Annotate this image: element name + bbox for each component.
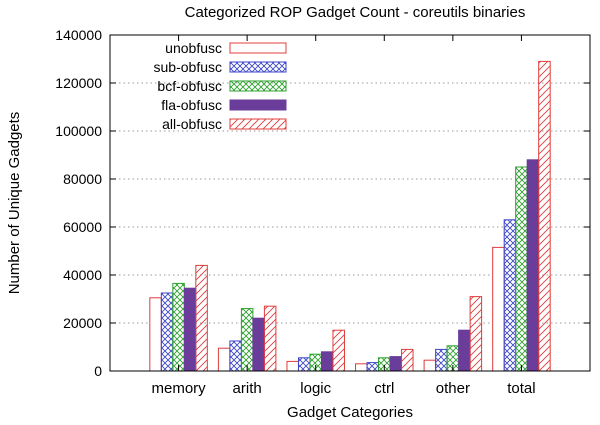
- bar-all-obfusc-arith: [263, 305, 277, 372]
- bar-all-obfusc-total: [538, 60, 551, 372]
- bar-unobfusc-ctrl: [355, 363, 368, 372]
- plot-frame: [109, 34, 591, 372]
- y-tick-label: 140000: [55, 27, 102, 43]
- bar-unobfusc-total: [492, 246, 505, 372]
- bar-unobfusc-logic: [286, 360, 299, 372]
- bar-unobfusc-memory: [149, 297, 162, 372]
- bars: [149, 60, 551, 372]
- bar-bcf-obfusc-memory: [172, 282, 185, 372]
- grid-lines: [110, 82, 590, 324]
- bar-sub-obfusc-total: [503, 219, 517, 372]
- bar-sub-obfusc-other: [435, 348, 448, 372]
- bar-fla-obfusc-memory: [183, 287, 197, 372]
- x-tick-label-memory: memory: [151, 380, 206, 397]
- x-tick-label-total: total: [507, 380, 535, 397]
- y-tick-label: 0: [94, 363, 102, 379]
- legend-label-sub-obfusc: sub-obfusc: [154, 59, 222, 75]
- legend-label-all-obfusc: all-obfusc: [162, 116, 222, 132]
- y-tick-label: 80000: [63, 171, 102, 187]
- bar-fla-obfusc-other: [458, 329, 471, 372]
- bar-all-obfusc-ctrl: [401, 348, 414, 372]
- x-tick-label-other: other: [436, 380, 470, 397]
- y-tick-label: 120000: [55, 75, 102, 91]
- y-tick-label: 20000: [63, 315, 102, 331]
- legend-swatch-all-obfusc: [229, 118, 287, 130]
- y-tick-label: 60000: [63, 219, 102, 235]
- bar-sub-obfusc-logic: [297, 357, 311, 372]
- bar-all-obfusc-logic: [332, 329, 345, 372]
- bar-fla-obfusc-arith: [252, 317, 265, 372]
- bar-fla-obfusc-logic: [320, 351, 334, 372]
- bar-unobfusc-other: [423, 359, 437, 372]
- bar-sub-obfusc-arith: [229, 340, 242, 372]
- x-axis: memory arith logic ctrl other total: [151, 35, 536, 397]
- legend-swatch-fla-obfusc: [229, 99, 287, 111]
- y-tick-label: 40000: [63, 267, 102, 283]
- x-axis-label: Gadget Categories: [287, 404, 413, 421]
- y-axis-label: Number of Unique Gadgets: [6, 112, 23, 295]
- y-axis: 0 20000 40000 60000 80000 100000 120000 140000: [55, 27, 590, 379]
- legend-label-bcf-obfusc: bcf-obfusc: [157, 78, 222, 94]
- bar-sub-obfusc-ctrl: [366, 362, 380, 372]
- bar-all-obfusc-memory: [195, 264, 208, 372]
- x-tick-label-ctrl: ctrl: [374, 380, 394, 397]
- chart-title: Categorized ROP Gadget Count - coreutils…: [185, 4, 526, 21]
- bar-fla-obfusc-total: [526, 159, 540, 372]
- bar-all-obfusc-other: [469, 296, 483, 372]
- bar-fla-obfusc-ctrl: [389, 356, 403, 372]
- legend: unobfusc sub-obfusc bcf-obfusc fla-obfusc al…: [154, 40, 287, 132]
- y-tick-label: 100000: [55, 123, 102, 139]
- bar-unobfusc-arith: [217, 347, 231, 372]
- x-tick-label-logic: logic: [300, 380, 331, 397]
- bar-bcf-obfusc-arith: [240, 308, 254, 372]
- legend-swatch-sub-obfusc: [229, 61, 287, 73]
- legend-label-fla-obfusc: fla-obfusc: [161, 97, 222, 113]
- x-tick-label-arith: arith: [233, 380, 262, 397]
- bar-sub-obfusc-memory: [160, 292, 174, 372]
- legend-swatch-unobfusc: [229, 42, 287, 54]
- bar-bcf-obfusc-total: [515, 166, 528, 372]
- legend-swatch-bcf-obfusc: [229, 80, 287, 92]
- legend-label-unobfusc: unobfusc: [165, 40, 222, 56]
